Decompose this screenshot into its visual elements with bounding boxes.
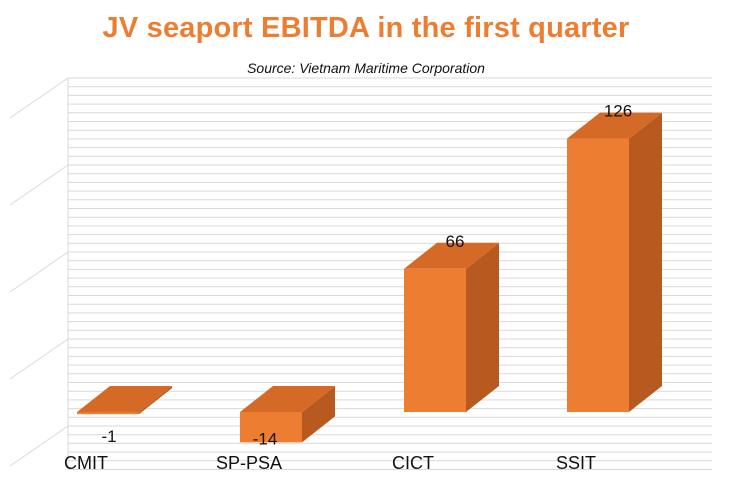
chart-subtitle: Source: Vietnam Maritime Corporation — [247, 60, 485, 76]
gridline-depth — [9, 251, 69, 293]
data-label-ssit: 126 — [604, 102, 632, 121]
data-label-cmit: -1 — [101, 427, 116, 446]
bar-front — [567, 138, 629, 412]
x-tick-sp-psa: SP-PSA — [216, 453, 282, 473]
gridline-depth — [9, 338, 69, 380]
gridline-depth — [9, 164, 69, 206]
bar-front — [240, 412, 302, 443]
x-tick-cict: CICT — [392, 453, 434, 473]
bar-top — [567, 112, 662, 139]
bar-side — [466, 242, 499, 412]
bar-side — [302, 386, 335, 443]
data-label-cict: 66 — [446, 232, 465, 251]
bar-top — [77, 386, 172, 412]
bar-sp-psa — [240, 386, 335, 443]
bar-series — [77, 112, 662, 443]
bar-side — [629, 112, 662, 412]
bar-cict — [404, 242, 499, 412]
bar-side — [139, 386, 172, 415]
data-label-sp-psa: -14 — [253, 429, 278, 448]
x-tick-cmit: CMIT — [64, 453, 108, 473]
bar-front — [404, 268, 466, 412]
x-axis-ticks: CMIT SP-PSA CICT SSIT — [64, 453, 596, 473]
bar-top — [240, 386, 335, 412]
bar-top — [404, 242, 499, 269]
data-labels: -1 -14 66 126 — [101, 102, 632, 449]
chart-title: JV seaport EBITDA in the first quarter — [102, 12, 630, 44]
bar-ssit — [567, 112, 662, 412]
x-tick-ssit: SSIT — [556, 453, 596, 473]
gridline-depth — [9, 77, 69, 119]
bar-cmit — [77, 386, 172, 415]
bar-front — [77, 412, 139, 415]
gridline-depth — [9, 425, 69, 467]
